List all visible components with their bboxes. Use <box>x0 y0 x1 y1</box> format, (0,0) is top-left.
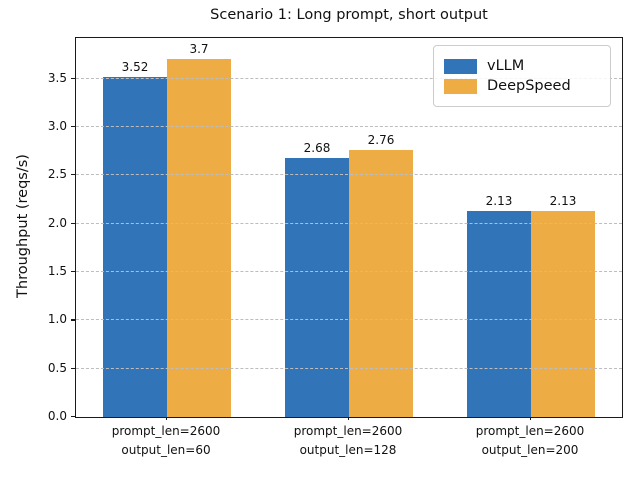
vllm-color-swatch <box>444 58 477 74</box>
gridline <box>76 222 622 224</box>
bar-vllm-group1 <box>103 76 167 417</box>
y-axis-label: Throughput (reqs/s) <box>15 154 31 298</box>
legend-item-vllm: vLLM <box>444 58 600 74</box>
y-tick-mark <box>71 125 75 128</box>
x-category-label: prompt_len=2600 output_len=200 <box>475 424 585 457</box>
gridline <box>76 319 622 321</box>
x-tick-mark <box>348 416 350 420</box>
y-tick-mark <box>71 77 75 79</box>
bar-value-label: 2.13 <box>549 194 577 209</box>
legend: vLLM DeepSpeed <box>433 45 611 107</box>
bar-deepspeed-group3 <box>531 211 595 417</box>
y-tick-label: 0.0 <box>47 409 67 423</box>
gridline <box>76 77 622 79</box>
y-tick-label: 2.5 <box>47 167 67 182</box>
x-category-label: prompt_len=2600 output_len=60 <box>111 424 221 457</box>
bar-value-label: 2.76 <box>367 133 395 148</box>
deepspeed-color-swatch <box>444 78 477 94</box>
bar-deepspeed-group1 <box>167 59 231 417</box>
y-tick-label: 2.0 <box>47 215 67 230</box>
legend-label-deepspeed: DeepSpeed <box>487 78 571 94</box>
legend-label-vllm: vLLM <box>487 58 525 74</box>
bar-value-label: 3.52 <box>121 59 149 74</box>
legend-item-deepspeed: DeepSpeed <box>444 78 600 94</box>
bar-deepspeed-group2 <box>349 150 413 417</box>
x-category-label: prompt_len=2600 output_len=128 <box>293 424 403 457</box>
y-tick-mark <box>71 174 75 176</box>
bar-vllm-group2 <box>285 157 349 417</box>
bar-value-label: 2.13 <box>485 194 513 209</box>
gridline <box>76 125 622 127</box>
y-tick-mark <box>71 319 75 321</box>
bar-vllm-group3 <box>467 211 531 417</box>
y-tick-mark <box>71 222 75 224</box>
y-tick-label: 3.5 <box>47 70 67 85</box>
gridline <box>76 174 622 176</box>
y-tick-mark <box>71 416 75 418</box>
y-tick-label: 3.0 <box>47 118 67 133</box>
x-tick-mark <box>166 416 168 420</box>
y-tick-label: 1.0 <box>47 312 67 327</box>
bar-value-label: 3.7 <box>189 42 209 57</box>
y-tick-label: 1.5 <box>47 263 67 278</box>
x-tick-mark <box>530 416 532 420</box>
gridline <box>76 270 622 272</box>
y-tick-mark <box>71 270 75 273</box>
y-tick-mark <box>71 367 75 369</box>
y-tick-label: 0.5 <box>47 360 67 375</box>
bar-value-label: 2.68 <box>303 140 331 155</box>
chart-title: Scenario 1: Long prompt, short output <box>210 7 488 23</box>
gridline <box>76 367 622 369</box>
